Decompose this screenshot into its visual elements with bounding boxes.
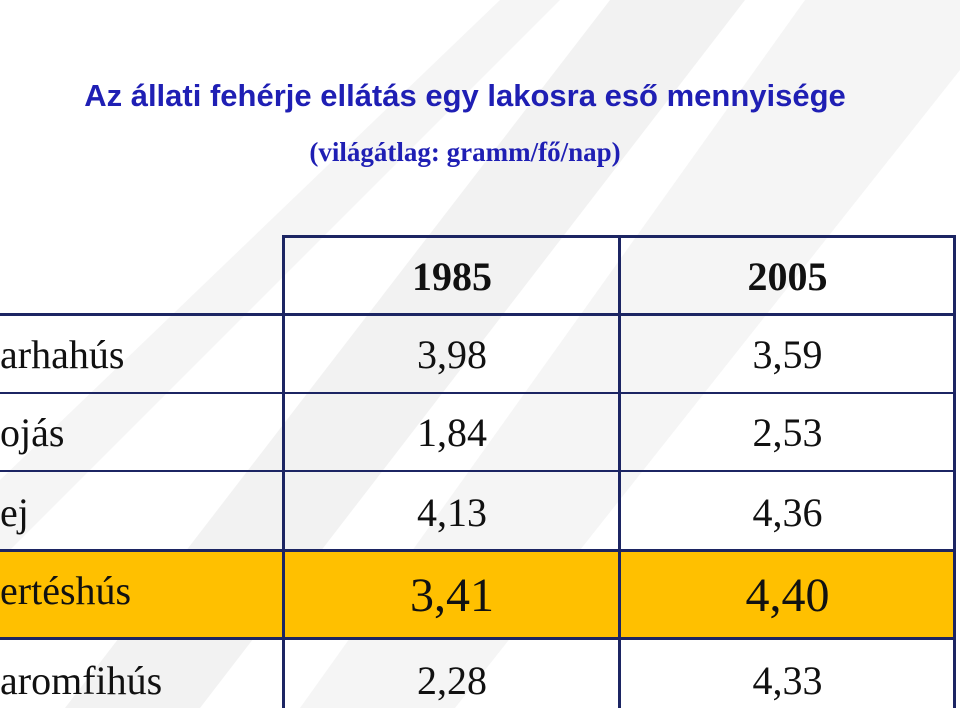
table-header-row: 1985 2005 [0,253,956,299]
value-1985: 3,98 [417,331,487,377]
table-column-divider [282,235,285,708]
row-label: ojás [0,409,65,455]
value-2005: 3,59 [752,331,823,377]
value-1985: 2,28 [417,657,487,703]
table-divider [0,313,956,316]
table-row: ertéshús 3,41 4,40 [0,566,956,624]
table-row: aromfihús 2,28 4,33 [0,657,956,703]
value-2005: 4,33 [752,657,823,703]
page-title: Az állati fehérje ellátás egy lakosra es… [84,78,846,113]
row-label: ertéshús [0,567,132,613]
row-label: aromfihús [0,657,163,703]
watermark-band [0,0,560,560]
table-row: ej 4,13 4,36 [0,489,956,535]
page-subtitle: (világátlag: gramm/fő/nap) [309,137,621,167]
table-divider [0,470,956,472]
watermark-band [65,0,745,708]
column-header-label [0,254,280,298]
row-label: arhahús [0,331,125,377]
column-header-2005: 2005 [747,253,828,299]
value-1985: 4,13 [417,489,487,535]
table-column-divider [618,235,621,708]
highlighted-row-background [0,552,953,637]
value-1985: 1,84 [417,409,487,455]
value-2005: 4,36 [752,489,823,535]
table-row: ojás 1,84 2,53 [0,409,956,455]
column-header-1985: 1985 [412,253,492,299]
table-divider [0,637,956,640]
value-1985: 3,41 [410,568,494,622]
table-border-right [953,235,956,708]
row-label: ej [0,489,29,535]
table-divider [0,549,956,552]
table-row: arhahús 3,98 3,59 [0,331,956,377]
value-2005: 4,40 [745,568,830,622]
watermark-band [300,0,960,708]
value-2005: 2,53 [752,409,823,455]
table-divider [0,392,956,394]
